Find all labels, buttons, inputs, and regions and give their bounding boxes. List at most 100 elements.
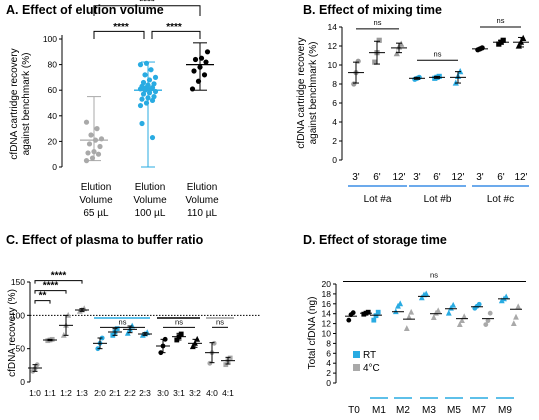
panel-c-y-tick-label: 150 (11, 277, 25, 287)
panel-a-point (83, 119, 90, 125)
panel-a-point (149, 134, 156, 141)
panel-c-category-label: 3:1 (173, 388, 185, 398)
panel-d-point (435, 307, 442, 314)
panel-d-category-label: M7 (472, 405, 486, 416)
panel-b-y-tick-label: 10 (328, 60, 338, 70)
panel-a-sig-bracket (93, 30, 145, 39)
panel-d-y-tick-label: 16 (322, 299, 332, 309)
panel-b-tick-label: 3' (352, 172, 360, 183)
panel-a-point (139, 96, 145, 102)
panel-d-y-tick-label: 0 (326, 378, 331, 388)
panel-d-point (515, 303, 522, 310)
panel-d-point (423, 290, 430, 297)
panel-a-y-tick-label: 60 (48, 85, 58, 95)
panel-c-category-label: 2:0 (94, 388, 106, 398)
panel-d-point (456, 321, 463, 327)
panel-c-y-tick-label: 0 (20, 377, 25, 387)
panel-c-point (178, 331, 184, 337)
panel-a-point (204, 49, 211, 55)
panel-b-lot-label: Lot #c (487, 194, 514, 205)
panel-a-sig-bracket (93, 5, 201, 16)
panel-b-y-tick-label: 4 (332, 117, 337, 127)
panel-b-sig-label: ns (497, 16, 505, 25)
panel-d-category-label: M1 (372, 405, 386, 416)
panel-b-y-tick-label: 2 (332, 136, 337, 146)
panel-d-legend-label: 4°C (363, 363, 380, 374)
panel-a-point (137, 102, 144, 109)
panel-c-category-label: 2:2 (124, 388, 136, 398)
panel-d-point (408, 308, 415, 315)
panel-a-y-tick-label: 40 (48, 111, 58, 121)
panel-d-legend-swatch (353, 351, 360, 358)
panel-a-sig-label: **** (166, 22, 182, 33)
panel-b-tick-label: 12' (514, 172, 527, 183)
panel-c-category-label: 1:1 (44, 388, 56, 398)
panel-a-point (191, 68, 197, 74)
panel-d-y-tick-label: 8 (326, 338, 331, 348)
panel-c-sig-bracket (34, 300, 51, 304)
panel-a-title: A. Effect of elution volume (6, 3, 164, 17)
panel-c-y-tick-label: 50 (16, 344, 26, 354)
panel-b-lot-label: Lot #a (364, 194, 392, 205)
panel-d-point (513, 313, 519, 320)
panel-d-y-tick-label: 2 (326, 368, 331, 378)
panel-a-point (152, 74, 159, 80)
panel-b-tick-label: 6' (373, 172, 381, 183)
panel-d-point (503, 293, 510, 300)
panel-d-y-tick-label: 6 (326, 348, 331, 358)
panel-c-point (194, 335, 201, 342)
panel-b-tick-label: 6' (497, 172, 505, 183)
panel-d-y-tick-label: 14 (322, 309, 332, 319)
panel-c-category-label: 1:2 (60, 388, 72, 398)
panel-b-tick-label: 12' (451, 172, 464, 183)
panel-a-category-label: Volume (185, 195, 219, 206)
panel-c-category-label: 4:0 (206, 388, 218, 398)
panel-b-title: B. Effect of mixing time (303, 3, 442, 17)
panel-c-point (207, 360, 213, 366)
panel-a-point (148, 67, 154, 73)
panel-d-point (397, 300, 404, 307)
panel-d-category-label: T0 (348, 405, 360, 416)
panel-a-point (192, 56, 199, 63)
panel-b-y-tick-label: 14 (328, 22, 338, 32)
panel-c-sig-label: **** (43, 281, 59, 292)
panel-a-y-axis-label: cfDNA cartridge recoveryagainst benchmar… (9, 48, 32, 159)
panel-c-category-label: 2:3 (139, 388, 151, 398)
panel-c-chart: 0 50 100 150 cfDNA recovery (%) 1:0 1:1 1:2 1:3 2… (7, 271, 260, 398)
panel-a-y-tick-label: 0 (52, 162, 57, 172)
panel-b-sig-label: ns (374, 18, 382, 27)
panel-a-category-label: Volume (133, 195, 167, 206)
panel-a-sig-label: **** (139, 0, 155, 7)
panel-a-point (140, 79, 147, 86)
panel-c-point (60, 331, 67, 338)
panel-d-point (445, 309, 452, 316)
panel-c-point (211, 340, 217, 346)
panel-d-point (418, 294, 425, 301)
panel-d-category-label: M3 (422, 405, 436, 416)
panel-d-sig-label: ns (430, 271, 438, 280)
panel-c-category-label: 3:2 (189, 388, 201, 398)
panel-a-point (85, 150, 91, 156)
panel-d-point (461, 313, 468, 320)
panel-d-category-label: M2 (396, 405, 410, 416)
panel-d-point (375, 309, 381, 315)
panel-c-sig-label: **** (51, 271, 67, 282)
panel-d-y-tick-label: 12 (322, 319, 332, 329)
panel-c-category-label: 3:0 (157, 388, 169, 398)
panel-a-point (142, 72, 148, 78)
panel-d-category-label: M5 (447, 405, 461, 416)
panel-a-point (137, 62, 144, 68)
panel-a-point (203, 59, 209, 65)
panel-b-lot-label: Lot #b (424, 194, 452, 205)
panel-b-y-tick-label: 8 (332, 79, 337, 89)
panel-d-y-tick-label: 4 (326, 358, 331, 368)
panel-d-point (371, 317, 377, 323)
panel-b-tick-label: 12' (392, 172, 405, 183)
panel-d-point (459, 317, 465, 324)
panel-a-y-tick-label: 80 (48, 60, 58, 70)
panel-d-y-tick-label: 20 (322, 279, 332, 289)
panel-a-point (97, 143, 103, 150)
panel-d-legend-swatch (353, 364, 360, 371)
panel-d-point (430, 314, 437, 321)
panel-d-category-label: M9 (498, 405, 512, 416)
